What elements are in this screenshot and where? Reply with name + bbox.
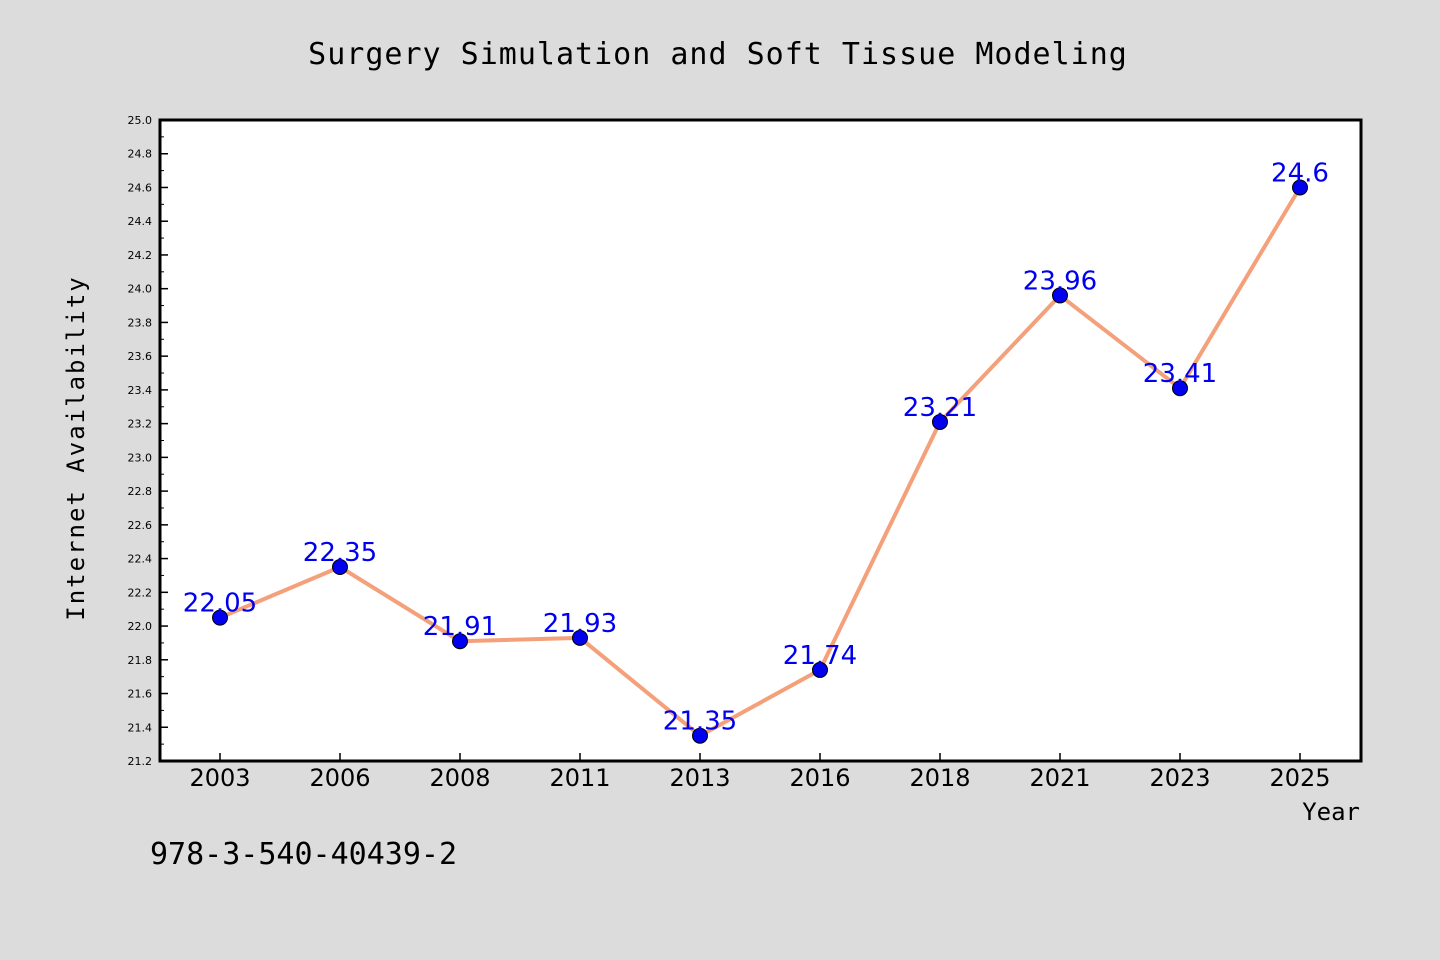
series-line-group: 22.05 22.35 21.91 21.93 21.35 21.74 23.21 23.96…	[183, 158, 1329, 744]
data-point	[932, 413, 948, 430]
x-tick-label: 2018	[909, 764, 970, 792]
series-line	[219, 186, 1302, 738]
y-tick-label: 24.6	[128, 181, 153, 194]
x-tick-label: 2006	[309, 764, 370, 792]
x-tick-label: 2013	[669, 764, 730, 792]
y-tick-label: 24.4	[128, 215, 153, 228]
data-label: 21.93	[543, 609, 617, 639]
data-label: 21.35	[663, 707, 737, 737]
y-tick-label: 23.2	[128, 418, 153, 431]
data-label: 23.21	[903, 393, 977, 423]
x-tick-label: 2023	[1149, 764, 1210, 792]
y-tick-label: 23.0	[128, 451, 153, 464]
x-axis: 2003 2006 2008 2011 2013 2016 2018 2021 2023 2025	[189, 753, 1331, 792]
data-point	[1292, 179, 1308, 196]
x-tick-label: 2025	[1269, 764, 1330, 792]
data-point	[212, 609, 228, 626]
plot-area	[158, 118, 1363, 763]
y-tick-label: 21.8	[128, 654, 153, 667]
y-tick-label: 22.0	[128, 620, 153, 633]
data-label: 24.6	[1271, 158, 1329, 188]
y-tick-label: 23.6	[128, 350, 153, 363]
x-tick-label: 2016	[789, 764, 850, 792]
y-tick-label: 24.0	[128, 283, 153, 296]
x-axis-label: Year	[1302, 798, 1360, 826]
data-label: 22.05	[183, 589, 257, 619]
x-tick-label: 2003	[189, 764, 250, 792]
data-label: 23.96	[1023, 266, 1097, 296]
y-tick-label: 24.8	[128, 148, 153, 161]
x-tick-label: 2021	[1029, 764, 1090, 792]
y-axis-label: Internet Availability	[62, 275, 90, 620]
x-tick-label: 2008	[429, 764, 490, 792]
data-point	[1172, 380, 1188, 397]
y-axis: 21.2 21.4 21.6 21.8 22.0 22.2 22.4 22.6 22.8 23.0…	[128, 114, 168, 768]
y-tick-label: 21.2	[128, 755, 153, 768]
x-tick-label: 2011	[549, 764, 610, 792]
data-label: 23.41	[1143, 359, 1217, 389]
data-point	[452, 633, 468, 650]
y-tick-label: 21.4	[128, 721, 153, 734]
y-tick-label: 23.8	[128, 316, 153, 329]
data-point	[572, 629, 588, 646]
data-point	[692, 727, 708, 744]
y-tick-label: 24.2	[128, 249, 153, 262]
y-tick-label: 22.8	[128, 485, 153, 498]
y-tick-label: 25.0	[128, 114, 153, 127]
chart-title: Surgery Simulation and Soft Tissue Model…	[308, 37, 1128, 72]
data-label: 21.91	[423, 612, 497, 642]
y-tick-label: 22.6	[128, 519, 153, 532]
y-tick-label: 21.6	[128, 688, 153, 701]
y-tick-label: 22.4	[128, 553, 153, 566]
y-tick-label: 23.4	[128, 384, 153, 397]
data-point	[1052, 287, 1068, 304]
data-label: 22.35	[303, 538, 377, 568]
data-point	[812, 661, 828, 678]
data-point	[332, 559, 348, 576]
data-label: 21.74	[783, 641, 857, 671]
isbn-text: 978-3-540-40439-2	[150, 837, 457, 872]
y-tick-label: 22.2	[128, 586, 153, 599]
